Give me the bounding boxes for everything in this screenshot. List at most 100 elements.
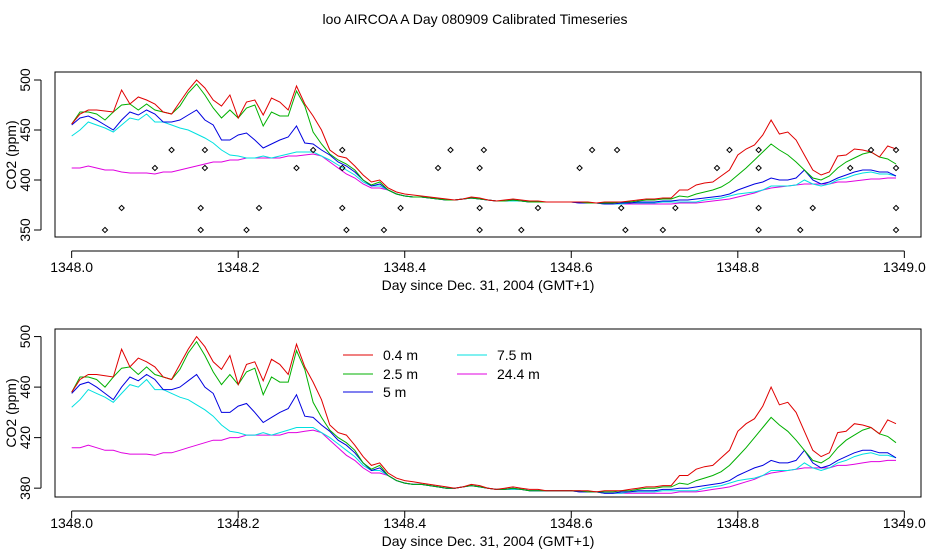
sample-point — [338, 164, 346, 172]
figure-title: loo AIRCOA A Day 080909 Calibrated Times… — [322, 11, 628, 27]
x-axis-bottom: 1348.0 1348.2 1348.4 1348.6 1348.8 1349.0 — [50, 510, 926, 531]
sample-point — [576, 164, 583, 172]
sample-point — [755, 204, 762, 212]
sample-point — [293, 164, 300, 172]
x-tick-label: 1349.0 — [883, 259, 926, 275]
x-tick-label: 1348.8 — [716, 259, 759, 275]
sample-point — [892, 204, 900, 212]
y-axis-bottom: 380 420 460 500 — [17, 325, 42, 500]
sample-point — [755, 226, 762, 234]
sample-point — [867, 146, 875, 154]
x-tick-label: 1348.6 — [550, 259, 593, 275]
sample-point — [476, 164, 483, 172]
series-line-24-4-m — [71, 153, 896, 205]
sample-point — [613, 146, 621, 154]
sample-point — [197, 204, 205, 212]
x-tick-label: 1348.2 — [217, 515, 260, 531]
sample-point — [892, 226, 900, 234]
sample-point — [713, 164, 721, 172]
legend-label: 5 m — [383, 384, 406, 400]
series-line-0-4-m — [71, 335, 897, 493]
sample-point — [726, 146, 733, 154]
sample-point — [338, 146, 346, 154]
sample-point — [534, 204, 542, 212]
y-tick-label: 500 — [17, 68, 33, 92]
sample-point — [659, 226, 667, 234]
y-tick-label: 400 — [17, 168, 33, 192]
y-axis-label-bottom: CO2 (ppm) — [3, 378, 19, 447]
series-line-24-4-m — [71, 429, 896, 494]
sample-point — [338, 204, 346, 212]
legend: 0.4 m 2.5 m 5 m 7.5 m 24.4 m — [343, 347, 540, 400]
series-line-7-5-m — [71, 378, 897, 494]
sample-point — [243, 226, 250, 234]
sample-point — [434, 164, 442, 172]
sample-point — [476, 226, 483, 234]
x-tick-label: 1348.8 — [716, 515, 759, 531]
sample-point — [672, 204, 679, 212]
x-tick-label: 1348.0 — [50, 515, 93, 531]
sample-point — [892, 146, 900, 154]
x-tick-label: 1348.0 — [50, 259, 93, 275]
x-tick-label: 1348.2 — [217, 259, 260, 275]
series-lines-top — [71, 79, 897, 205]
x-tick-label: 1348.4 — [383, 515, 426, 531]
y-tick-label: 420 — [17, 426, 33, 450]
x-axis-label-top: Day since Dec. 31, 2004 (GMT+1) — [382, 277, 595, 293]
sample-point — [151, 164, 159, 172]
sample-point — [197, 226, 205, 234]
y-tick-label: 500 — [17, 325, 33, 349]
sample-point — [343, 226, 350, 234]
y-axis-top: 350 400 450 500 — [17, 68, 42, 242]
series-line-2-5-m — [71, 83, 897, 204]
sample-point — [892, 164, 900, 172]
x-axis-top: 1348.0 1348.2 1348.4 1348.6 1348.8 1349.0 — [50, 250, 926, 275]
panel-bottom: 1348.0 1348.2 1348.4 1348.6 1348.8 1349.0 380… — [3, 325, 926, 549]
legend-label: 2.5 m — [383, 366, 418, 382]
sample-point — [309, 146, 317, 154]
series-line-0-4-m — [71, 79, 897, 204]
y-tick-label: 350 — [17, 218, 33, 242]
sample-point — [755, 164, 762, 172]
x-tick-label: 1348.4 — [383, 259, 426, 275]
y-tick-label: 380 — [17, 476, 33, 500]
panel-top: 1348.0 1348.2 1348.4 1348.6 1348.8 1349.0 350… — [3, 68, 926, 293]
y-tick-label: 460 — [17, 375, 33, 399]
plot-frame-top — [54, 71, 922, 238]
sample-point — [476, 204, 483, 212]
sample-point — [255, 204, 263, 212]
sample-point — [447, 146, 454, 154]
sample-point — [101, 226, 109, 234]
legend-label: 7.5 m — [497, 347, 532, 363]
sample-point — [755, 146, 762, 154]
sample-point — [518, 226, 525, 234]
plot-frame-bottom — [54, 328, 922, 498]
sample-point — [622, 226, 629, 234]
sample-points-top — [101, 146, 900, 234]
sample-point — [796, 226, 804, 234]
sample-point — [168, 146, 175, 154]
series-lines-bottom — [71, 335, 897, 494]
sample-point — [809, 204, 817, 212]
series-line-7-5-m — [71, 113, 897, 205]
sample-point — [397, 204, 404, 212]
series-line-5-m — [71, 373, 897, 494]
sample-point — [118, 204, 125, 212]
sample-point — [617, 204, 625, 212]
sample-point — [201, 146, 209, 154]
x-tick-label: 1348.6 — [550, 515, 593, 531]
sample-point — [201, 164, 209, 172]
legend-label: 24.4 m — [497, 366, 540, 382]
sample-point — [588, 146, 596, 154]
y-tick-label: 450 — [17, 118, 33, 142]
y-axis-label-top: CO2 (ppm) — [3, 120, 19, 189]
x-axis-label-bottom: Day since Dec. 31, 2004 (GMT+1) — [382, 533, 595, 549]
sample-point — [846, 164, 854, 172]
legend-label: 0.4 m — [383, 347, 418, 363]
x-tick-label: 1349.0 — [883, 515, 926, 531]
sample-point — [480, 146, 488, 154]
series-line-5-m — [71, 109, 897, 205]
sample-point — [380, 226, 388, 234]
